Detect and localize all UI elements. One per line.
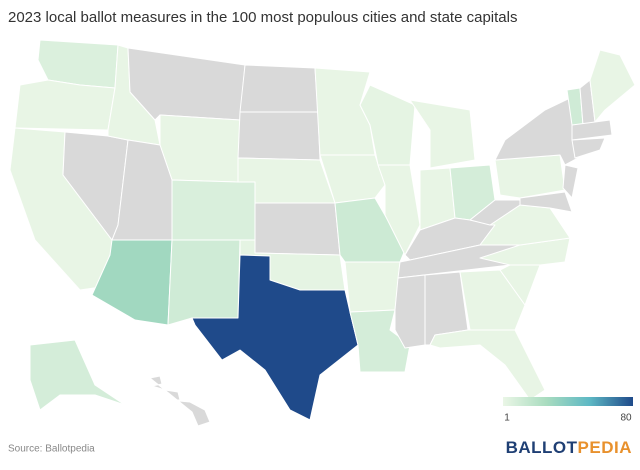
state [589, 49, 636, 123]
state [409, 99, 476, 169]
state-no-data [469, 199, 521, 226]
state-no-data [254, 202, 341, 256]
state [344, 261, 401, 313]
state [494, 154, 566, 199]
state [319, 154, 386, 204]
state [29, 339, 126, 411]
state-no-data [519, 191, 573, 213]
logo: BALLOTPEDIA [506, 438, 632, 457]
source: Source: Ballotpedia [8, 444, 95, 455]
state-no-data [494, 97, 579, 166]
state-no-data [562, 164, 579, 199]
state-no-data [394, 274, 426, 349]
state-no-data [149, 375, 211, 427]
logo-part: BALLOT [506, 438, 578, 457]
state [191, 254, 359, 421]
state-no-data [239, 64, 319, 113]
logo-part: PEDIA [578, 438, 632, 457]
legend-bar [503, 397, 633, 406]
state [167, 239, 241, 326]
chart-title: 2023 local ballot measures in the 100 mo… [8, 9, 517, 26]
state-no-data [127, 47, 246, 121]
state-no-data [237, 111, 321, 161]
state-no-data [571, 137, 606, 159]
state-no-data [571, 119, 613, 141]
state [171, 179, 256, 241]
state [429, 329, 546, 401]
state [459, 269, 526, 331]
states [9, 39, 636, 427]
state [349, 309, 411, 373]
legend-min: 1 [504, 413, 510, 424]
state [159, 114, 241, 183]
legend-max: 80 [620, 413, 632, 424]
state [14, 79, 116, 131]
